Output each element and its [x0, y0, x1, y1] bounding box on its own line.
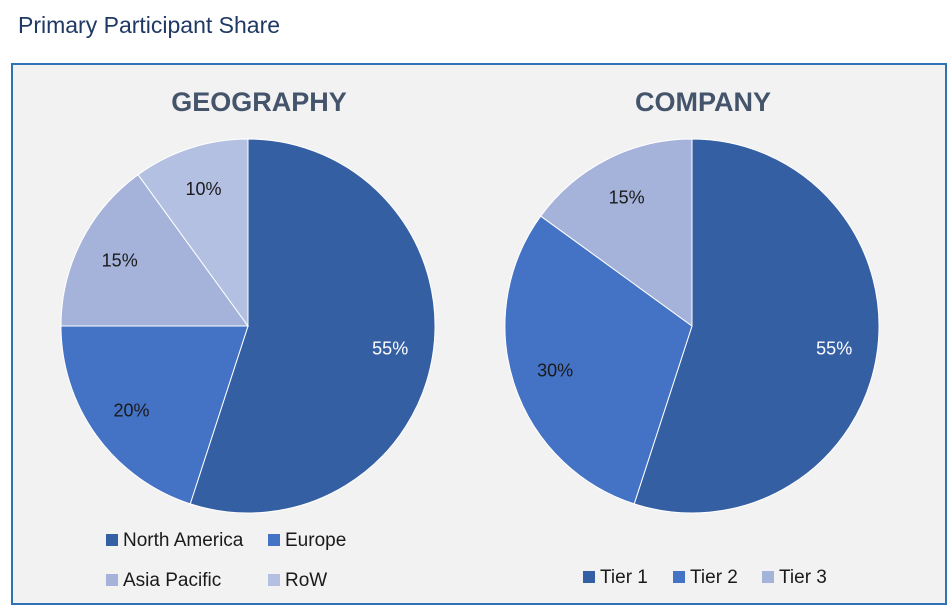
slice-label-tier-2: 30%: [537, 361, 573, 381]
slice-label-tier-1: 55%: [816, 339, 852, 359]
legend-label-north-america: North America: [123, 530, 244, 551]
pie-slice-north-america: [189, 138, 436, 514]
geography-chart-title: GEOGRAPHY: [171, 87, 347, 117]
pie-slice-tier-2: [504, 215, 693, 505]
company-pie: 55% 30% 15%: [504, 138, 880, 514]
geography-legend: North America Europe Asia Pacific RoW: [106, 530, 346, 591]
company-chart-title: COMPANY: [635, 87, 771, 117]
pie-slice-tier-3: [540, 138, 693, 327]
pie-slice-europe: [60, 325, 249, 505]
legend-label-europe: Europe: [285, 530, 346, 551]
legend-label-row: RoW: [285, 570, 327, 591]
slice-label-north-america: 55%: [372, 339, 408, 359]
slice-label-europe: 20%: [113, 401, 149, 421]
legend-swatch-tier-2: [673, 571, 685, 583]
slice-label-row: 10%: [185, 179, 221, 199]
legend-label-tier-2: Tier 2: [690, 567, 738, 588]
pie-slice-tier-1: [633, 138, 880, 514]
legend-label-tier-1: Tier 1: [600, 567, 648, 588]
legend-swatch-row: [268, 574, 280, 586]
page-title: Primary Participant Share: [18, 12, 281, 38]
slice-label-asia-pacific: 15%: [102, 251, 138, 271]
pie-slice-asia-pacific: [60, 174, 249, 327]
legend-label-asia-pacific: Asia Pacific: [123, 570, 221, 591]
geography-pie: 55% 20% 15% 10%: [60, 138, 436, 514]
legend-label-tier-3: Tier 3: [779, 567, 827, 588]
company-legend: Tier 1 Tier 2 Tier 3: [583, 567, 827, 588]
legend-swatch-tier-1: [583, 571, 595, 583]
legend-swatch-tier-3: [762, 571, 774, 583]
legend-swatch-north-america: [106, 534, 118, 546]
legend-swatch-asia-pacific: [106, 574, 118, 586]
pie-slice-row: [137, 138, 249, 328]
legend-swatch-europe: [268, 534, 280, 546]
slice-label-tier-3: 15%: [609, 188, 645, 208]
